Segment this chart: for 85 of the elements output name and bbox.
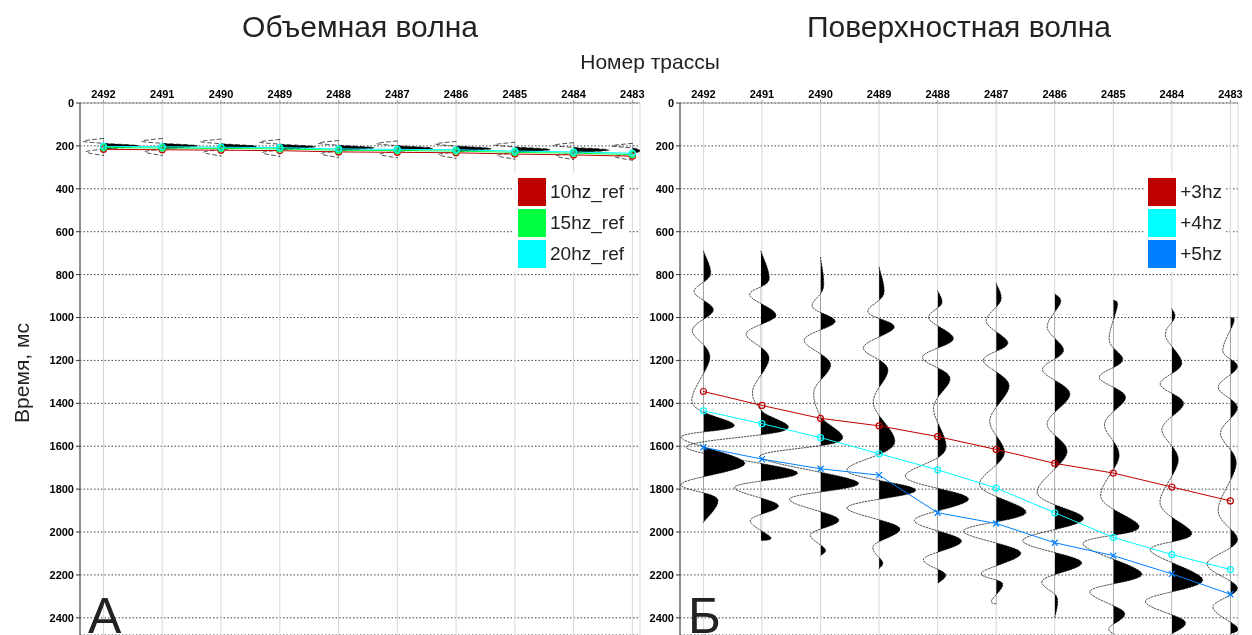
point [758,420,766,428]
point [875,450,883,458]
y-tick-label: 800 [655,268,674,281]
point [992,445,1000,454]
y-tick-label: 1600 [49,440,74,453]
y-tick-label: 0 [67,96,74,109]
y-tick-label: 1800 [649,483,674,496]
point [1051,459,1059,467]
point [816,434,825,442]
y-tick-label: 2400 [649,611,674,624]
y-tick-label: 0 [667,96,674,109]
point [1226,590,1234,598]
y-tick-label: 1400 [49,397,74,410]
point [758,401,766,410]
x-tick-label: 2492 [91,88,116,100]
chart-title: Объемная волна [241,10,479,44]
point [1168,483,1176,491]
x-tick-label: 2486 [443,88,469,100]
point [875,471,883,479]
x-tick-label: 2483 [1218,88,1243,100]
annotation: Б [688,588,721,635]
y-tick-label: 200 [55,139,74,152]
y-tick-label: 1600 [649,440,674,453]
point [934,466,942,474]
y-tick-label: 1200 [649,354,674,367]
x-axis-title: Номер трассы [579,50,721,74]
point [816,414,825,422]
y-tick-label: 1400 [649,397,674,410]
legend-label: +3hz [1180,180,1222,203]
legend-label: 20hz_ref [550,242,624,265]
y-tick-label: 1800 [49,483,74,496]
x-tick-label: 2488 [326,88,351,100]
point [992,484,1000,492]
x-tick-label: 2491 [150,88,175,100]
y-tick-label: 1000 [49,311,74,324]
y-axis-title: Время, мс [10,323,34,423]
y-tick-label: 2000 [649,525,674,538]
point [816,465,825,473]
point [1109,469,1117,477]
legend-label: +5hz [1180,242,1222,265]
point [699,407,708,415]
legend-label: 15hz_ref [550,211,624,234]
point [1109,533,1117,541]
y-tick-label: 2200 [49,568,74,581]
y-tick-label: 400 [55,182,74,195]
x-tick-label: 2489 [866,88,892,100]
x-tick-label: 2484 [1159,88,1185,100]
x-tick-label: 2485 [1101,88,1126,100]
point [1109,552,1117,560]
point [1226,497,1234,505]
annotation: А [88,588,122,635]
legend-label: 10hz_ref [550,180,624,203]
y-tick-label: 1000 [649,311,674,324]
x-tick-label: 2491 [749,88,775,100]
x-tick-label: 2486 [1042,88,1067,100]
point [699,443,708,451]
x-tick-label: 2485 [502,88,528,100]
y-tick-label: 2400 [49,611,74,624]
point [1051,509,1059,517]
x-tick-label: 2492 [691,88,716,100]
point [1226,565,1234,574]
point [992,519,1000,528]
y-tick-label: 2000 [49,525,74,538]
legend-label: +4hz [1180,211,1222,234]
point [699,387,708,396]
point [934,432,942,441]
x-tick-label: 2483 [620,88,645,100]
y-tick-label: 200 [655,139,674,152]
y-tick-label: 400 [655,182,674,195]
y-tick-label: 2200 [649,568,674,581]
x-tick-label: 2490 [208,88,234,100]
x-tick-label: 2487 [983,88,1009,100]
y-tick-label: 1200 [49,354,74,367]
x-tick-label: 2488 [925,88,950,100]
x-tick-label: 2487 [385,88,410,100]
point [875,422,883,430]
point [934,509,942,517]
y-tick-label: 800 [55,268,74,281]
x-tick-label: 2490 [808,88,833,100]
chart-title: Поверхностная волна [805,10,1113,44]
y-tick-label: 600 [655,225,674,238]
y-tick-label: 600 [55,225,74,238]
x-tick-label: 2484 [561,88,587,100]
point [1168,550,1176,559]
x-tick-label: 2489 [267,88,293,100]
